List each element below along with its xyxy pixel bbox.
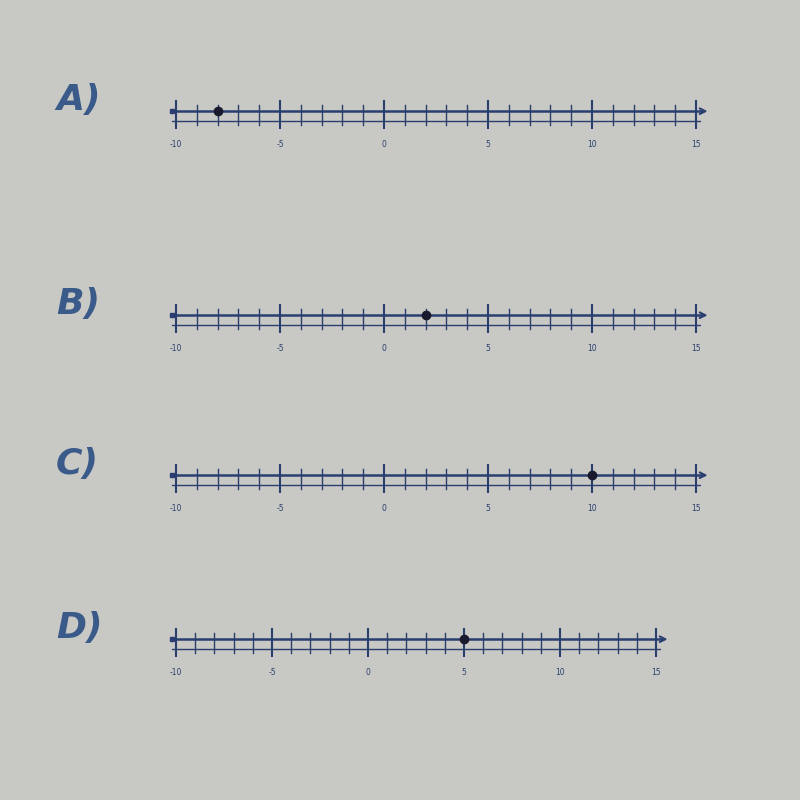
Text: 5: 5 <box>462 668 466 677</box>
Text: 15: 15 <box>651 668 661 677</box>
Text: 15: 15 <box>691 504 701 513</box>
Text: 15: 15 <box>691 344 701 353</box>
Text: 10: 10 <box>587 504 597 513</box>
Text: -10: -10 <box>170 344 182 353</box>
Text: B): B) <box>56 287 100 321</box>
Text: 0: 0 <box>382 504 386 513</box>
Text: 10: 10 <box>587 140 597 149</box>
Text: -10: -10 <box>170 668 182 677</box>
Text: -5: -5 <box>276 140 284 149</box>
Text: -10: -10 <box>170 504 182 513</box>
Text: -10: -10 <box>170 140 182 149</box>
Text: 0: 0 <box>366 668 370 677</box>
Text: D): D) <box>56 611 102 645</box>
Text: 0: 0 <box>382 140 386 149</box>
Text: 5: 5 <box>486 344 490 353</box>
Text: -5: -5 <box>276 504 284 513</box>
Text: C): C) <box>56 447 99 481</box>
Text: -5: -5 <box>276 344 284 353</box>
Text: 10: 10 <box>555 668 565 677</box>
Text: 5: 5 <box>486 140 490 149</box>
Text: 5: 5 <box>486 504 490 513</box>
Text: -5: -5 <box>268 668 276 677</box>
Text: A): A) <box>56 83 101 117</box>
Text: 10: 10 <box>587 344 597 353</box>
Text: 0: 0 <box>382 344 386 353</box>
Text: 15: 15 <box>691 140 701 149</box>
